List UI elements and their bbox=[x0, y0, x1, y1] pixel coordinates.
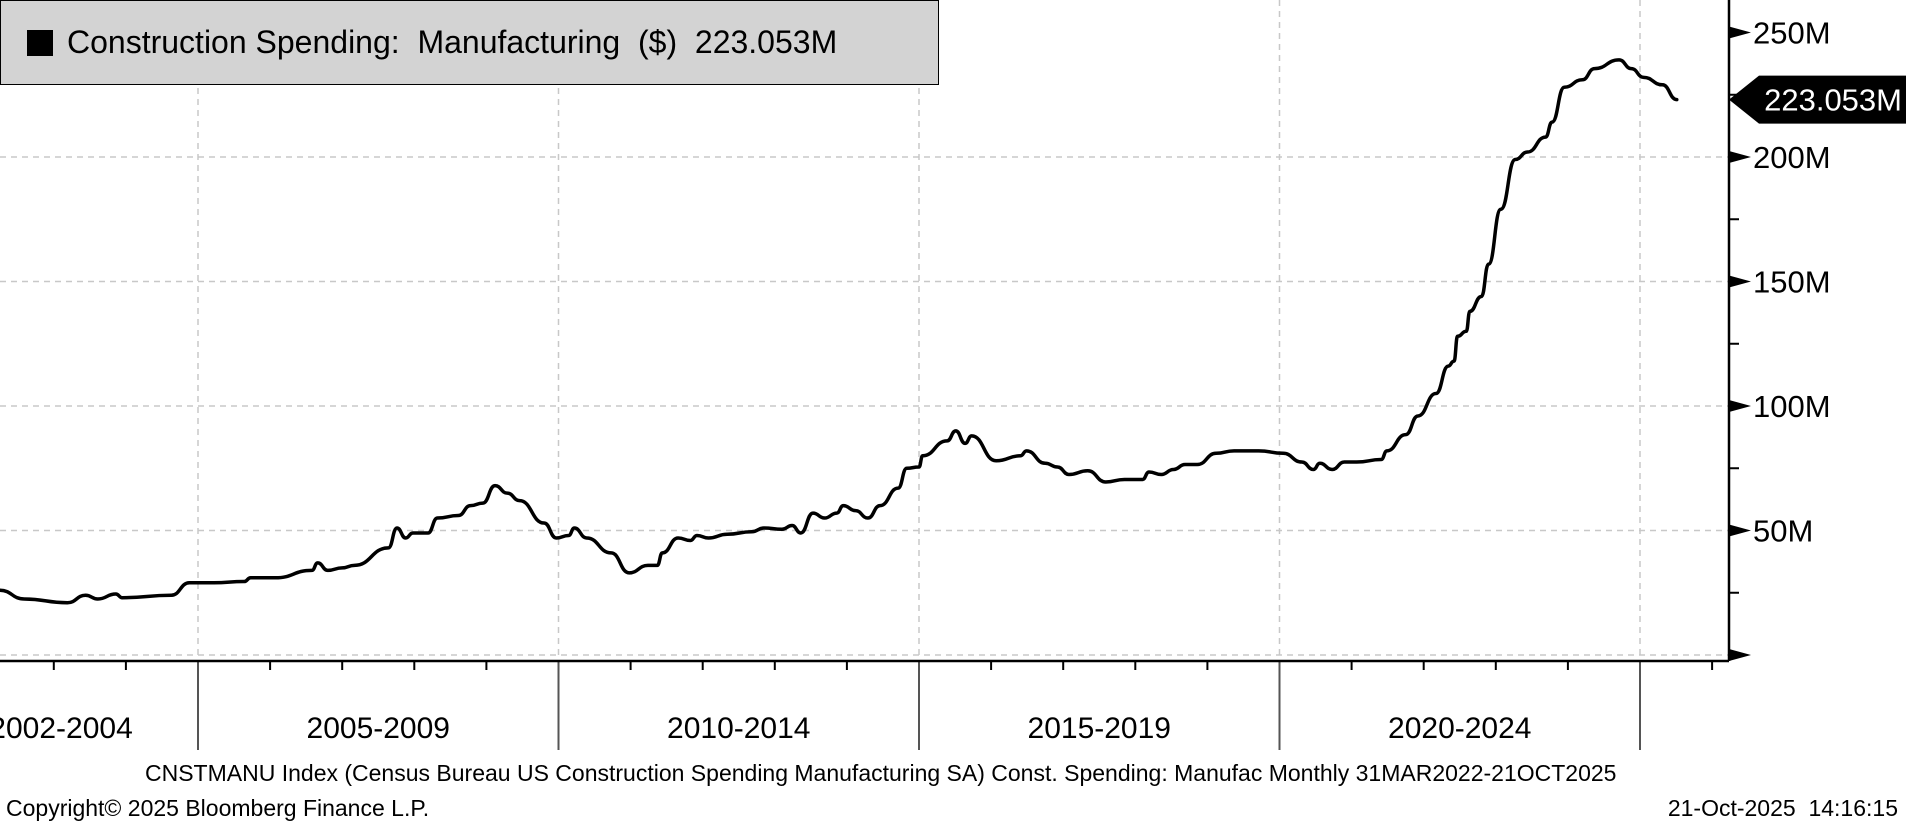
y-tick-arrow bbox=[1729, 151, 1751, 163]
y-tick-arrow bbox=[1729, 649, 1751, 661]
y-tick-arrow bbox=[1729, 26, 1751, 39]
x-period-label: 2015-2019 bbox=[1028, 712, 1171, 745]
footer-copyright: Copyright© 2025 Bloomberg Finance L.P. bbox=[6, 795, 430, 821]
series-line bbox=[0, 58, 1679, 605]
legend-swatch-icon bbox=[27, 29, 53, 56]
legend-series-label: Construction Spending: Manufacturing ($) bbox=[67, 24, 678, 60]
footer-timestamp: 21-Oct-2025 14:16:15 bbox=[1667, 795, 1898, 821]
y-tick-arrow bbox=[1729, 400, 1751, 412]
x-period-label: 2005-2009 bbox=[307, 712, 450, 745]
y-tick-label: 50M bbox=[1753, 514, 1813, 549]
x-period-label: 2020-2024 bbox=[1388, 712, 1531, 745]
y-tick-label: 200M bbox=[1753, 140, 1831, 175]
legend-last-value: 223.053M bbox=[694, 24, 838, 60]
y-tick-label: 100M bbox=[1753, 389, 1831, 424]
legend: Construction Spending: Manufacturing ($)… bbox=[0, 0, 939, 85]
x-period-label: 2002-2004 bbox=[0, 712, 133, 745]
y-tick-arrow bbox=[1729, 275, 1751, 288]
y-tick-label: 150M bbox=[1753, 265, 1831, 300]
footer-description: CNSTMANU Index (Census Bureau US Constru… bbox=[145, 760, 1617, 786]
last-value-label: 223.053M bbox=[1764, 83, 1902, 118]
x-period-label: 2010-2014 bbox=[667, 712, 810, 745]
y-tick-label: 250M bbox=[1753, 16, 1831, 51]
y-tick-arrow bbox=[1729, 524, 1751, 537]
last-value-tag bbox=[1729, 75, 1906, 124]
